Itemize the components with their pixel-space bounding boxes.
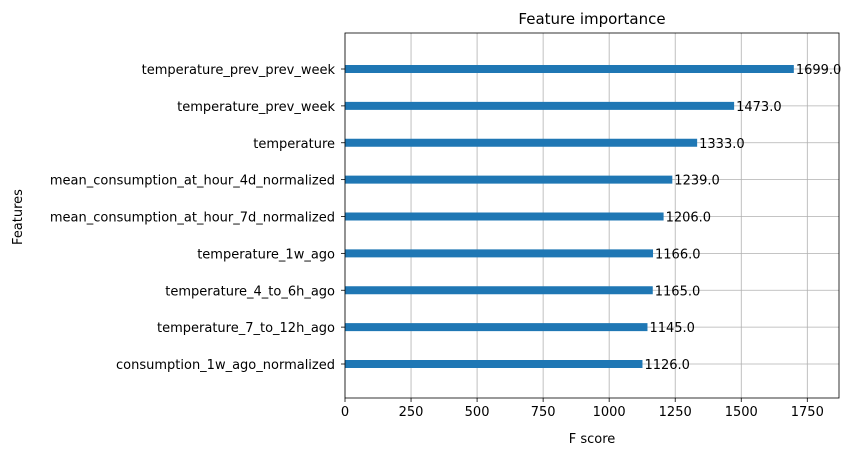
y-tick-label: temperature_1w_ago (197, 247, 335, 262)
x-tick-label: 1750 (791, 405, 824, 420)
bar (345, 286, 653, 295)
bar (345, 249, 654, 258)
x-tick-label: 1250 (659, 405, 692, 420)
y-tick-label: temperature_7_to_12h_ago (157, 321, 335, 336)
bar (345, 138, 698, 147)
axes: 0 250 500 750 1000 1250 1500 1750 temperature_pr… (50, 32, 842, 420)
y-axis-label: Features (11, 189, 26, 245)
y-tick-label: temperature_4_to_6h_ago (165, 284, 335, 299)
bar (345, 65, 794, 73)
y-tick-label: mean_consumption_at_hour_4d_normalized (50, 174, 335, 189)
bar (345, 175, 673, 184)
y-tick-label: consumption_1w_ago_normalized (116, 358, 335, 373)
bar (345, 323, 648, 332)
bar (345, 212, 664, 221)
y-tick-label: temperature_prev_week (177, 100, 335, 115)
y-tick-label: temperature (253, 137, 335, 152)
x-tick-label: 1500 (725, 405, 758, 420)
bar-value-label: 1165.0 (655, 284, 701, 299)
x-tick-label: 500 (465, 405, 490, 420)
bar-value-label: 1699.0 (796, 63, 842, 78)
bar-value-label: 1126.0 (644, 358, 690, 373)
bars (345, 65, 794, 368)
bar-value-label: 1239.0 (674, 174, 720, 189)
bar (345, 360, 643, 368)
x-tick-label: 250 (399, 405, 424, 420)
chart-title: Feature importance (518, 10, 665, 28)
bar-value-label: 1473.0 (736, 100, 782, 115)
x-tick-label: 0 (341, 405, 349, 420)
plot-frame (344, 32, 840, 399)
bar-value-label: 1333.0 (699, 137, 745, 152)
bar-value-label: 1145.0 (649, 321, 695, 336)
bar-value-label: 1206.0 (666, 211, 712, 226)
x-tick-label: 750 (531, 405, 556, 420)
x-tick-label: 1000 (593, 405, 626, 420)
x-axis-label: F score (569, 432, 616, 447)
y-tick-label: mean_consumption_at_hour_7d_normalized (50, 211, 335, 226)
bar (345, 101, 735, 110)
bar-value-label: 1166.0 (655, 247, 701, 262)
y-tick-label: temperature_prev_prev_week (142, 63, 336, 78)
